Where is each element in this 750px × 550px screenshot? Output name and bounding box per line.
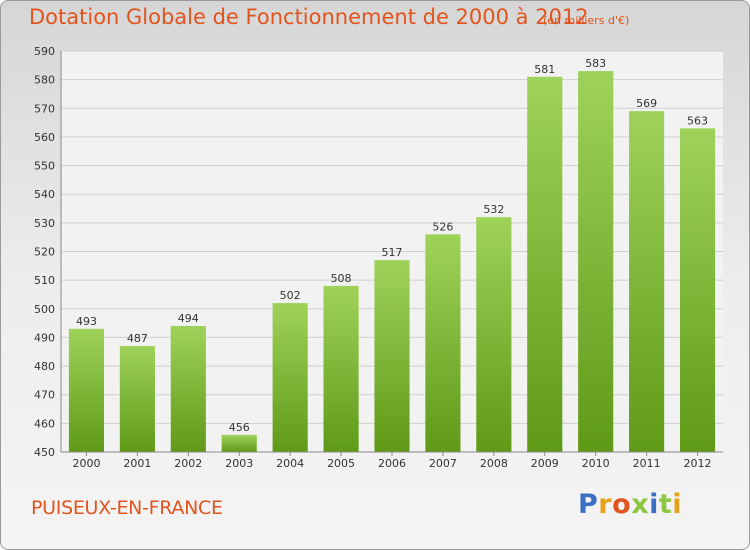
bar-value-label: 493 bbox=[76, 315, 97, 328]
bar bbox=[221, 434, 257, 452]
y-tick-label: 560 bbox=[34, 131, 55, 144]
chart-unit-note: (en milliers d'€) bbox=[543, 14, 630, 27]
bar bbox=[425, 234, 461, 452]
logo-letter: r bbox=[598, 489, 613, 520]
y-tick-label: 510 bbox=[34, 274, 55, 287]
x-tick-label: 2005 bbox=[327, 457, 355, 470]
y-tick-label: 580 bbox=[34, 74, 55, 87]
bar-value-label: 487 bbox=[127, 332, 148, 345]
bar bbox=[272, 303, 308, 452]
bar-value-label: 456 bbox=[229, 421, 250, 434]
y-tick-label: 530 bbox=[34, 217, 55, 230]
logo-letter: t bbox=[658, 489, 673, 520]
bar-value-label: 532 bbox=[483, 203, 504, 216]
bar-value-label: 508 bbox=[331, 272, 352, 285]
y-tick-label: 480 bbox=[34, 360, 55, 373]
bar bbox=[374, 260, 410, 452]
bar bbox=[476, 217, 512, 452]
x-tick-label: 2006 bbox=[378, 457, 406, 470]
y-tick-label: 590 bbox=[34, 45, 55, 58]
logo-letter: o bbox=[612, 489, 632, 520]
x-tick-label: 2001 bbox=[123, 457, 151, 470]
y-tick-label: 540 bbox=[34, 188, 55, 201]
y-tick-label: 460 bbox=[34, 417, 55, 430]
bar bbox=[68, 328, 105, 452]
axes bbox=[60, 51, 723, 456]
x-tick-label: 2002 bbox=[174, 457, 202, 470]
y-tick-label: 550 bbox=[34, 160, 55, 173]
bar bbox=[119, 346, 155, 452]
bar bbox=[629, 111, 665, 453]
x-tick-label: 2008 bbox=[480, 457, 508, 470]
bar bbox=[170, 325, 206, 452]
x-tick-label: 2012 bbox=[684, 457, 712, 470]
x-tick-label: 2007 bbox=[429, 457, 457, 470]
bar-value-label: 569 bbox=[636, 97, 657, 110]
x-tick-label: 2009 bbox=[531, 457, 559, 470]
y-tick-label: 490 bbox=[34, 331, 55, 344]
bar-value-label: 563 bbox=[687, 114, 708, 127]
bar-value-label: 583 bbox=[585, 57, 606, 70]
logo-letter: i bbox=[672, 489, 683, 520]
logo-letter: i bbox=[649, 489, 659, 520]
bar-value-label: 494 bbox=[178, 312, 199, 325]
logo-letter: x bbox=[631, 489, 650, 520]
bars bbox=[68, 71, 716, 453]
bar-value-label: 526 bbox=[432, 220, 453, 233]
chart-title: Dotation Globale de Fonctionnement de 20… bbox=[29, 5, 589, 29]
x-tick-label: 2004 bbox=[276, 457, 304, 470]
bar bbox=[679, 128, 716, 452]
y-tick-label: 520 bbox=[34, 246, 55, 259]
bar bbox=[323, 285, 359, 452]
y-tick-label: 500 bbox=[34, 303, 55, 316]
proxiti-logo: Proxiti bbox=[578, 489, 682, 520]
x-tick-label: 2010 bbox=[582, 457, 610, 470]
commune-name: PUISEUX-EN-FRANCE bbox=[31, 497, 223, 519]
bar bbox=[578, 71, 614, 453]
bar-value-label: 581 bbox=[534, 63, 555, 76]
bar-value-label: 517 bbox=[382, 246, 403, 259]
bar bbox=[527, 76, 563, 453]
y-tick-label: 470 bbox=[34, 389, 55, 402]
labels: 450 460 470 480 490 500 510 520 530 540 550 560 570 5… bbox=[34, 45, 712, 470]
y-tick-label: 570 bbox=[34, 102, 55, 115]
x-tick-label: 2011 bbox=[633, 457, 661, 470]
logo-letter: P bbox=[578, 489, 599, 520]
bar-value-label: 502 bbox=[280, 289, 301, 302]
x-tick-label: 2000 bbox=[72, 457, 100, 470]
x-tick-label: 2003 bbox=[225, 457, 253, 470]
y-tick-label: 450 bbox=[34, 446, 55, 459]
